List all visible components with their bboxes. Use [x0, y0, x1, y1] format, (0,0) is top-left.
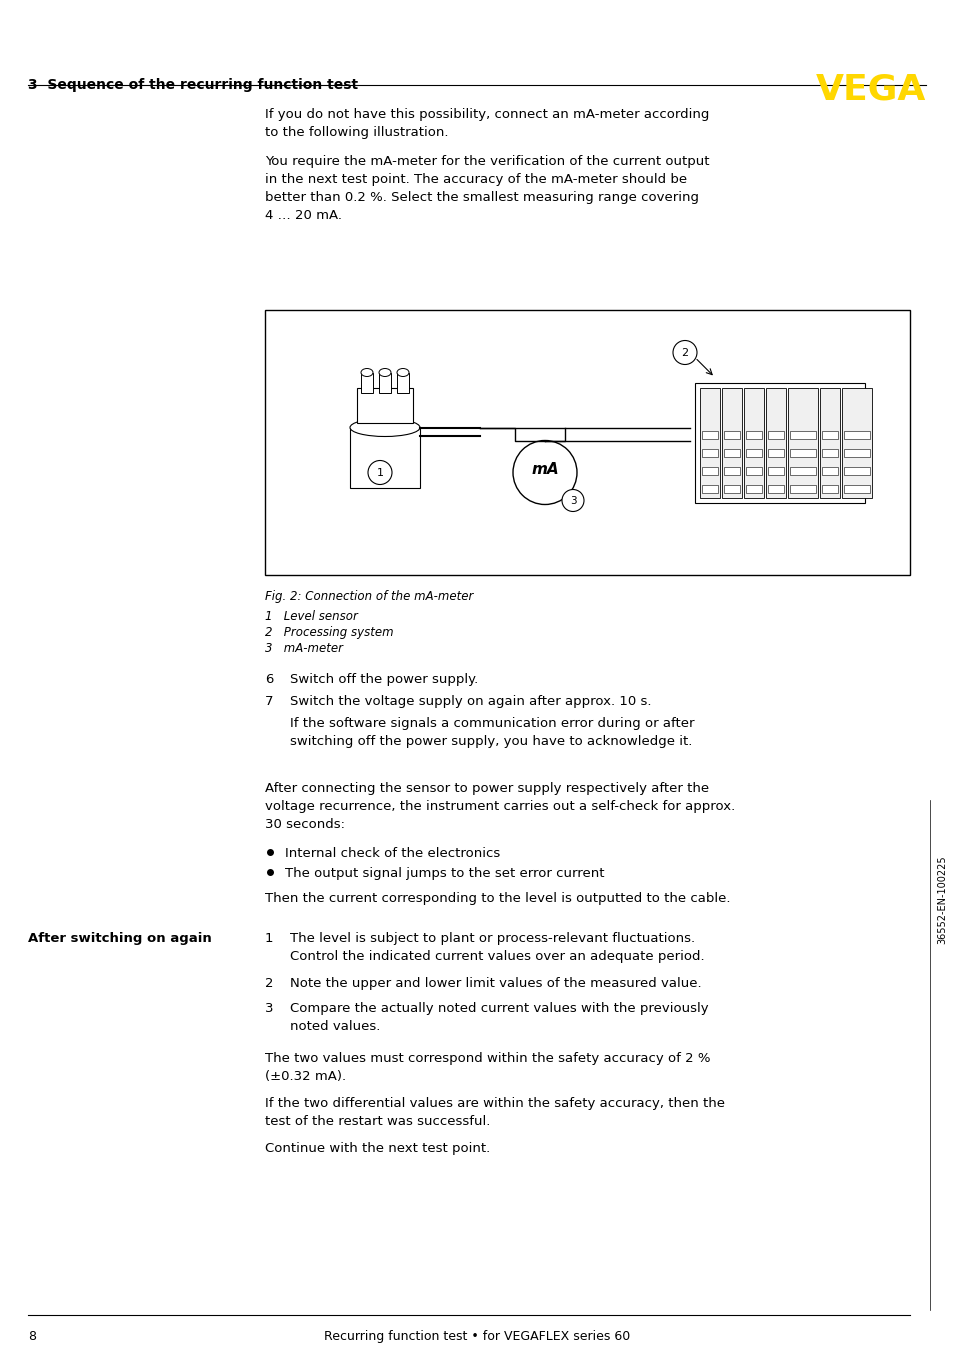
Ellipse shape [360, 368, 373, 376]
Bar [360, 372, 373, 393]
Text: 1   Level sensor: 1 Level sensor [265, 611, 357, 623]
Circle shape [368, 460, 392, 485]
Bar [765, 387, 785, 497]
Bar [821, 448, 837, 456]
Text: Note the upper and lower limit values of the measured value.: Note the upper and lower limit values of… [290, 978, 700, 990]
Bar [843, 467, 869, 474]
Text: The output signal jumps to the set error current: The output signal jumps to the set error… [285, 867, 604, 880]
Text: You require the mA-meter for the verification of the current output
in the next : You require the mA-meter for the verific… [265, 154, 709, 222]
Text: The two values must correspond within the safety accuracy of 2 %
(±0.32 mA).: The two values must correspond within th… [265, 1052, 710, 1083]
Bar [745, 431, 761, 439]
Bar [745, 467, 761, 474]
Bar [723, 485, 740, 493]
Bar [701, 485, 718, 493]
Bar [356, 387, 413, 422]
Bar [378, 372, 391, 393]
Bar [767, 485, 783, 493]
Bar [821, 431, 837, 439]
Circle shape [672, 340, 697, 364]
Text: VEGA: VEGA [815, 72, 925, 106]
Circle shape [513, 440, 577, 505]
Text: After switching on again: After switching on again [28, 932, 212, 945]
Bar [745, 448, 761, 456]
FancyBboxPatch shape [265, 310, 909, 575]
Text: If the software signals a communication error during or after
switching off the : If the software signals a communication … [290, 718, 694, 747]
Ellipse shape [378, 368, 391, 376]
Bar [745, 485, 761, 493]
Ellipse shape [396, 368, 409, 376]
Text: Continue with the next test point.: Continue with the next test point. [265, 1141, 490, 1155]
Text: 1: 1 [376, 467, 383, 478]
Text: 6: 6 [265, 673, 274, 686]
Bar [821, 467, 837, 474]
Bar [701, 431, 718, 439]
Bar [721, 387, 741, 497]
Text: mA: mA [531, 462, 558, 477]
Bar [820, 387, 840, 497]
Text: If you do not have this possibility, connect an mA-meter according
to the follow: If you do not have this possibility, con… [265, 108, 709, 139]
Text: 2: 2 [265, 978, 274, 990]
Bar [843, 448, 869, 456]
Bar [789, 431, 815, 439]
Text: Recurring function test • for VEGAFLEX series 60: Recurring function test • for VEGAFLEX s… [323, 1330, 630, 1343]
Bar [767, 448, 783, 456]
Text: Then the current corresponding to the level is outputted to the cable.: Then the current corresponding to the le… [265, 892, 730, 904]
Text: 8: 8 [28, 1330, 36, 1343]
Text: 36552-EN-100225: 36552-EN-100225 [936, 856, 946, 944]
Bar [350, 428, 419, 487]
Text: Compare the actually noted current values with the previously
noted values.: Compare the actually noted current value… [290, 1002, 708, 1033]
Text: 3   mA-meter: 3 mA-meter [265, 642, 343, 655]
Text: Switch the voltage supply on again after approx. 10 s.: Switch the voltage supply on again after… [290, 695, 651, 708]
Bar [841, 387, 871, 497]
Text: 3: 3 [569, 496, 576, 505]
Text: If the two differential values are within the safety accuracy, then the
test of : If the two differential values are withi… [265, 1097, 724, 1128]
Bar [843, 431, 869, 439]
Bar [843, 485, 869, 493]
Text: 2   Processing system: 2 Processing system [265, 626, 394, 639]
Text: 3  Sequence of the recurring function test: 3 Sequence of the recurring function tes… [28, 79, 357, 92]
Text: 1: 1 [265, 932, 274, 945]
Bar [821, 485, 837, 493]
Bar [787, 387, 817, 497]
Text: Fig. 2: Connection of the mA-meter: Fig. 2: Connection of the mA-meter [265, 590, 473, 603]
Bar [767, 431, 783, 439]
Circle shape [561, 490, 583, 512]
Bar [723, 448, 740, 456]
Bar [789, 448, 815, 456]
Bar [701, 467, 718, 474]
Bar [700, 387, 720, 497]
Text: The level is subject to plant or process-relevant fluctuations.
Control the indi: The level is subject to plant or process… [290, 932, 704, 963]
Text: Switch off the power supply.: Switch off the power supply. [290, 673, 477, 686]
Bar [723, 431, 740, 439]
Text: 2: 2 [680, 348, 688, 357]
Bar [701, 448, 718, 456]
Text: 7: 7 [265, 695, 274, 708]
Bar [789, 467, 815, 474]
Bar [767, 467, 783, 474]
Bar [396, 372, 409, 393]
Text: Internal check of the electronics: Internal check of the electronics [285, 848, 499, 860]
Bar [789, 485, 815, 493]
Ellipse shape [350, 418, 419, 436]
Text: 3: 3 [265, 1002, 274, 1016]
Bar [743, 387, 763, 497]
Text: After connecting the sensor to power supply respectively after the
voltage recur: After connecting the sensor to power sup… [265, 783, 735, 831]
Bar [723, 467, 740, 474]
Bar [695, 382, 864, 502]
